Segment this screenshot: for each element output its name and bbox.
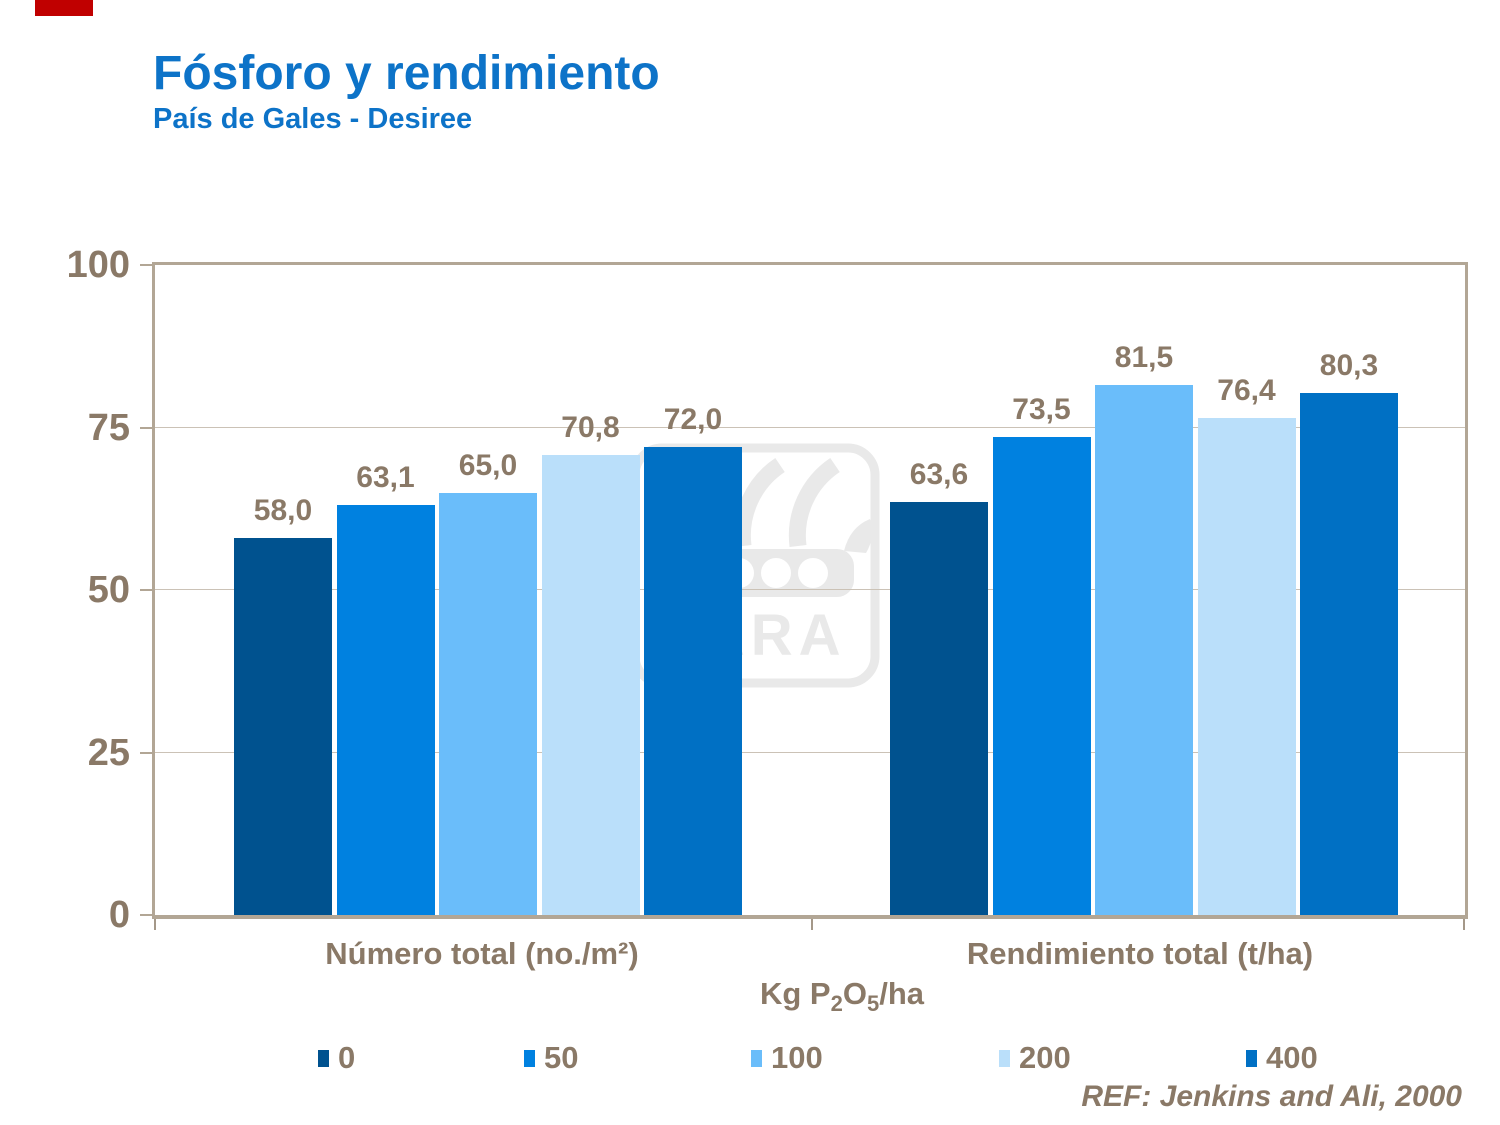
x-axis-title-subscript: 2 [830, 991, 843, 1016]
page-subtitle: País de Gales - Desiree [153, 103, 473, 135]
bar-50-cat0 [336, 504, 435, 915]
bar-50-cat1 [992, 437, 1091, 915]
y-axis-label-100: 100 [66, 244, 130, 286]
watermark-sail-icon [733, 457, 785, 548]
bar-value-label-0-cat0: 58,0 [253, 494, 313, 527]
y-axis-tick [140, 426, 153, 429]
bar-value-label-50-cat0: 63,1 [356, 460, 415, 494]
legend-item-100: 100 [751, 1040, 823, 1076]
bar-value-label-200-cat0: 70,8 [561, 410, 620, 444]
plot-area: 58,0 63,6 63,1 73,5 65,0 81,5 70,8 76,4 72,0 80,3 [152, 262, 1468, 919]
watermark-sail-icon [788, 457, 840, 548]
legend-item-0: 0 [318, 1040, 355, 1076]
gridline-25 [155, 751, 1465, 753]
legend-label-400: 400 [1266, 1040, 1318, 1075]
legend-marker-50 [524, 1049, 535, 1067]
y-axis-tick [140, 589, 153, 591]
legend-marker-200 [999, 1049, 1010, 1067]
bar-200-cat1 [1197, 418, 1296, 915]
bar-value-label-400-cat1: 80,3 [1319, 349, 1379, 383]
y-axis-tick [140, 264, 153, 266]
legend-marker-0 [318, 1049, 329, 1067]
x-axis-title: Kg P2O5/ha [642, 976, 1042, 1016]
bar-value-label-0-cat1: 63,6 [909, 457, 969, 491]
red-accent-bar [35, 0, 93, 16]
gridline-50 [155, 589, 1465, 590]
watermark-shield-icon [761, 558, 791, 588]
legend-label-200: 200 [1019, 1040, 1071, 1075]
y-axis-label-25: 25 [87, 731, 130, 774]
x-axis-title-subscript: 5 [866, 991, 880, 1016]
y-axis-tick [140, 751, 153, 754]
bar-100-cat1 [1095, 385, 1193, 915]
category-label-rendimiento-total: Rendimiento total (t/ha) [966, 936, 1314, 971]
y-axis-label-50: 50 [87, 569, 130, 611]
bar-400-cat0 [644, 447, 742, 915]
x-axis-title-part: Kg P [759, 976, 831, 1011]
bar-0-cat1 [890, 501, 988, 915]
bar-400-cat1 [1300, 393, 1398, 915]
bar-0-cat0 [234, 538, 332, 915]
gridline-75 [155, 426, 1465, 428]
bar-100-cat0 [439, 492, 537, 915]
category-label-numero-total: Número total (no./m²) [325, 936, 639, 971]
bar-value-label-100-cat0: 65,0 [458, 448, 518, 482]
x-axis-title-part: O [842, 976, 867, 1011]
bar-value-label-100-cat1: 81,5 [1114, 341, 1174, 375]
watermark-dragon-head-icon [844, 519, 873, 553]
legend-label-50: 50 [544, 1040, 579, 1075]
legend-marker-100 [751, 1049, 762, 1067]
bar-200-cat0 [541, 454, 640, 915]
y-axis-label-0: 0 [108, 894, 130, 936]
x-axis-tick-1 [811, 919, 813, 930]
watermark-shield-icon [798, 558, 828, 588]
page-title: Fósforo y rendimiento [153, 47, 660, 100]
x-axis-tick-2 [1463, 919, 1465, 930]
bar-value-label-50-cat1: 73,5 [1012, 393, 1071, 427]
legend-label-100: 100 [771, 1040, 823, 1075]
x-axis-title-part: /ha [879, 976, 925, 1011]
legend-label-0: 0 [338, 1040, 356, 1075]
legend-item-200: 200 [999, 1040, 1071, 1076]
y-axis-tick [140, 914, 153, 916]
legend-item-400: 400 [1246, 1040, 1318, 1076]
reference-note: REF: Jenkins and Ali, 2000 [1081, 1080, 1462, 1113]
legend-item-50: 50 [524, 1040, 578, 1076]
x-axis-tick-0 [154, 919, 156, 930]
bar-value-label-200-cat1: 76,4 [1217, 374, 1276, 408]
bar-value-label-400-cat0: 72,0 [663, 403, 723, 436]
y-axis-label-75: 75 [87, 406, 130, 449]
legend-marker-400 [1246, 1049, 1257, 1067]
